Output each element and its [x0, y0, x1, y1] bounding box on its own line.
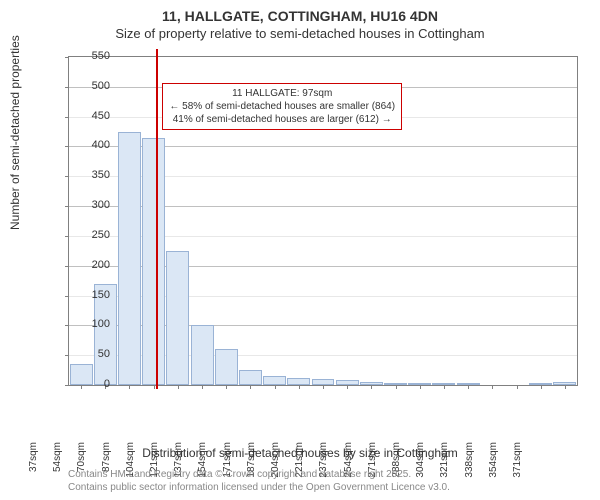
- bar: [215, 349, 238, 385]
- attribution-line: Contains HM Land Registry data © Crown c…: [68, 468, 450, 481]
- annotation-line: ← 58% of semi-detached houses are smalle…: [169, 100, 395, 113]
- y-tick-mark: [65, 117, 69, 118]
- y-tick-mark: [65, 176, 69, 177]
- marker-line: [156, 49, 158, 389]
- y-tick-mark: [65, 385, 69, 386]
- y-tick-label: 550: [80, 50, 110, 62]
- y-tick-label: 350: [80, 169, 110, 181]
- annotation-line: 11 HALLGATE: 97sqm: [169, 87, 395, 100]
- y-tick-label: 200: [80, 259, 110, 271]
- y-tick-label: 100: [80, 318, 110, 330]
- x-axis-label: Distribution of semi-detached houses by …: [0, 446, 600, 460]
- y-tick-label: 300: [80, 199, 110, 211]
- attribution-line: Contains public sector information licen…: [68, 481, 450, 494]
- x-tick-mark: [129, 385, 130, 389]
- x-tick-mark: [541, 385, 542, 389]
- y-tick-mark: [65, 236, 69, 237]
- y-tick-label: 0: [80, 378, 110, 390]
- x-tick-mark: [565, 385, 566, 389]
- x-tick-mark: [517, 385, 518, 389]
- y-tick-mark: [65, 296, 69, 297]
- x-tick-mark: [299, 385, 300, 389]
- x-tick-mark: [154, 385, 155, 389]
- bar: [142, 138, 165, 385]
- y-tick-label: 50: [80, 348, 110, 360]
- y-tick-label: 450: [80, 110, 110, 122]
- bar: [118, 132, 141, 385]
- x-tick-mark: [226, 385, 227, 389]
- chart-subtitle: Size of property relative to semi-detach…: [0, 24, 600, 47]
- y-tick-mark: [65, 57, 69, 58]
- y-tick-mark: [65, 206, 69, 207]
- y-tick-mark: [65, 325, 69, 326]
- annotation-line: 41% of semi-detached houses are larger (…: [169, 113, 395, 126]
- y-tick-label: 400: [80, 139, 110, 151]
- bar: [287, 378, 310, 385]
- y-tick-label: 150: [80, 289, 110, 301]
- bar: [239, 370, 262, 385]
- bar: [263, 376, 286, 385]
- x-tick-mark: [202, 385, 203, 389]
- y-tick-label: 500: [80, 80, 110, 92]
- attribution: Contains HM Land Registry data © Crown c…: [68, 468, 450, 494]
- y-tick-mark: [65, 266, 69, 267]
- plot-area: 11 HALLGATE: 97sqm← 58% of semi-detached…: [68, 56, 578, 386]
- x-tick-mark: [420, 385, 421, 389]
- y-tick-mark: [65, 87, 69, 88]
- bar: [166, 251, 189, 385]
- x-tick-mark: [396, 385, 397, 389]
- bar: [191, 325, 214, 385]
- x-tick-mark: [468, 385, 469, 389]
- x-tick-mark: [250, 385, 251, 389]
- x-tick-mark: [371, 385, 372, 389]
- y-tick-label: 250: [80, 229, 110, 241]
- chart-title: 11, HALLGATE, COTTINGHAM, HU16 4DN: [0, 0, 600, 24]
- annotation-box: 11 HALLGATE: 97sqm← 58% of semi-detached…: [162, 83, 402, 130]
- y-tick-mark: [65, 146, 69, 147]
- chart-area: 11 HALLGATE: 97sqm← 58% of semi-detached…: [32, 56, 586, 436]
- x-tick-mark: [323, 385, 324, 389]
- x-tick-mark: [347, 385, 348, 389]
- y-axis-label: Number of semi-detached properties: [8, 35, 22, 230]
- x-tick-mark: [178, 385, 179, 389]
- chart-container: 11, HALLGATE, COTTINGHAM, HU16 4DN Size …: [0, 0, 600, 500]
- y-tick-mark: [65, 355, 69, 356]
- x-tick-mark: [492, 385, 493, 389]
- x-tick-mark: [444, 385, 445, 389]
- x-tick-mark: [275, 385, 276, 389]
